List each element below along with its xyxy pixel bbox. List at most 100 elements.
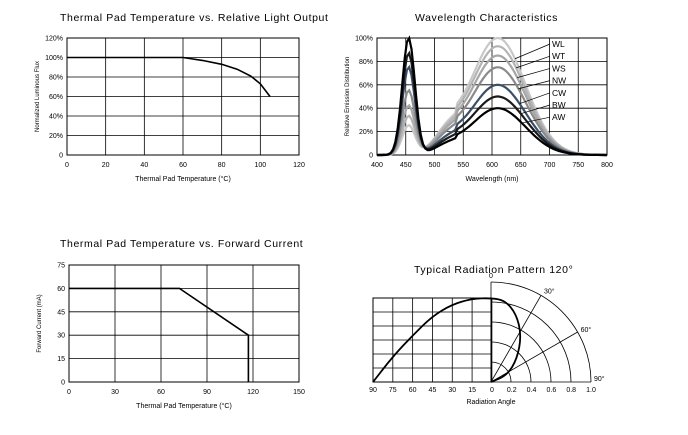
x-tick-label: 30: [448, 387, 456, 394]
legend-leader: [520, 104, 551, 114]
y-tick-label: 120%: [45, 36, 63, 43]
y-axis-label: Normalized Luminous Flux: [35, 61, 41, 132]
x-tick-label: 0: [65, 162, 69, 169]
polar-spoke: [490, 295, 542, 383]
series-line: [69, 287, 250, 382]
x-tick-label: 90: [203, 389, 211, 396]
x-axis-label: Radiation Angle: [466, 399, 515, 406]
x-tick-label: 600: [486, 162, 498, 169]
chart-title: Typical Radiation Pattern 120°: [414, 264, 574, 276]
chart-title: Thermal Pad Temperature vs. Relative Lig…: [60, 12, 329, 24]
legend-leader: [521, 116, 551, 124]
x-tick-label: 80: [218, 162, 226, 169]
x-tick-label: 0: [67, 389, 71, 396]
x-tick-label: 0.8: [566, 387, 576, 394]
x-tick-label: 60: [409, 387, 417, 394]
legend-leader: [514, 43, 551, 60]
polar-arc: [490, 281, 592, 383]
y-tick-label: 100%: [355, 36, 373, 43]
legend-label: WL: [552, 39, 565, 49]
angle-label: 90°: [594, 375, 605, 383]
x-tick-label: 450: [400, 162, 412, 169]
x-tick-label: 90: [369, 387, 377, 394]
legend-label: WS: [552, 63, 566, 73]
x-tick-label: 550: [457, 162, 469, 169]
x-axis-label: Thermal Pad Temperature (°C): [135, 175, 231, 183]
polar-spoke: [490, 331, 578, 383]
x-tick-label: 0: [490, 387, 494, 394]
x-tick-label: 100: [254, 162, 266, 169]
y-tick-label: 80%: [49, 75, 63, 82]
x-tick-label: 400: [371, 162, 383, 169]
y-tick-label: 20%: [49, 133, 63, 140]
y-tick-label: 15: [57, 356, 65, 363]
y-tick-label: 0: [61, 380, 65, 387]
x-tick-label: 20: [102, 162, 110, 169]
angle-label: 30°: [544, 287, 555, 295]
y-axis-label: Relative Emission Distribution: [345, 57, 351, 136]
x-tick-label: 0.6: [546, 387, 556, 394]
y-tick-label: 0: [59, 153, 63, 160]
x-axis-label: Thermal Pad Temperature (°C): [136, 402, 232, 410]
x-tick-label: 75: [389, 387, 397, 394]
y-tick-label: 75: [57, 263, 65, 270]
y-tick-label: 40%: [49, 114, 63, 121]
chart-title: Thermal Pad Temperature vs. Forward Curr…: [60, 238, 304, 250]
x-tick-label: 700: [544, 162, 556, 169]
y-tick-label: 60%: [49, 94, 63, 101]
legend-leader: [517, 68, 551, 78]
legend-leader: [519, 92, 551, 105]
x-tick-label: 650: [515, 162, 527, 169]
legend-label: BW: [552, 100, 566, 110]
legend-label: WT: [552, 51, 565, 61]
x-tick-label: 15: [468, 387, 476, 394]
y-tick-label: 100%: [45, 55, 63, 62]
x-tick-label: 120: [247, 389, 259, 396]
polar-arc: [490, 341, 532, 383]
polar-arc: [490, 361, 512, 383]
plot-frame: [68, 264, 300, 383]
y-axis-label: Forward Current (mA): [37, 294, 43, 352]
x-tick-label: 1.0: [586, 387, 596, 394]
x-tick-label: 60: [179, 162, 187, 169]
plot-frame: [66, 37, 300, 156]
chart-title: Wavelength Characteristics: [415, 12, 559, 24]
x-tick-label: 60: [157, 389, 165, 396]
x-tick-label: 800: [601, 162, 613, 169]
angle-label: 0: [489, 273, 493, 280]
series-line-aw: [377, 35, 607, 157]
legend-leader: [518, 80, 551, 90]
x-axis-label: Wavelength (nm): [465, 176, 518, 183]
y-tick-label: 80%: [359, 59, 373, 66]
plot-frame: [376, 37, 608, 156]
legend-leader: [516, 55, 551, 69]
polar-arc: [490, 321, 552, 383]
y-tick-label: 40%: [359, 106, 373, 113]
x-tick-label: 500: [429, 162, 441, 169]
y-tick-label: 60: [57, 286, 65, 293]
x-tick-label: 0.4: [527, 387, 537, 394]
y-tick-label: 45: [57, 309, 65, 316]
y-tick-label: 20%: [359, 129, 373, 136]
x-tick-label: 40: [140, 162, 148, 169]
x-tick-label: 45: [429, 387, 437, 394]
y-tick-label: 30: [57, 333, 65, 340]
angle-label: 60°: [581, 326, 592, 334]
y-tick-label: 0: [369, 153, 373, 160]
legend-label: CW: [552, 88, 566, 98]
x-tick-label: 120: [293, 162, 305, 169]
x-tick-label: 150: [293, 389, 305, 396]
legend-label: NW: [552, 76, 566, 86]
pattern-curve: [372, 297, 522, 383]
y-tick-label: 60%: [359, 82, 373, 89]
x-tick-label: 0.2: [507, 387, 517, 394]
x-tick-label: 750: [572, 162, 584, 169]
polar-arc: [490, 301, 572, 383]
legend-label: AW: [552, 112, 565, 122]
series-line: [67, 56, 271, 97]
x-tick-label: 30: [111, 389, 119, 396]
